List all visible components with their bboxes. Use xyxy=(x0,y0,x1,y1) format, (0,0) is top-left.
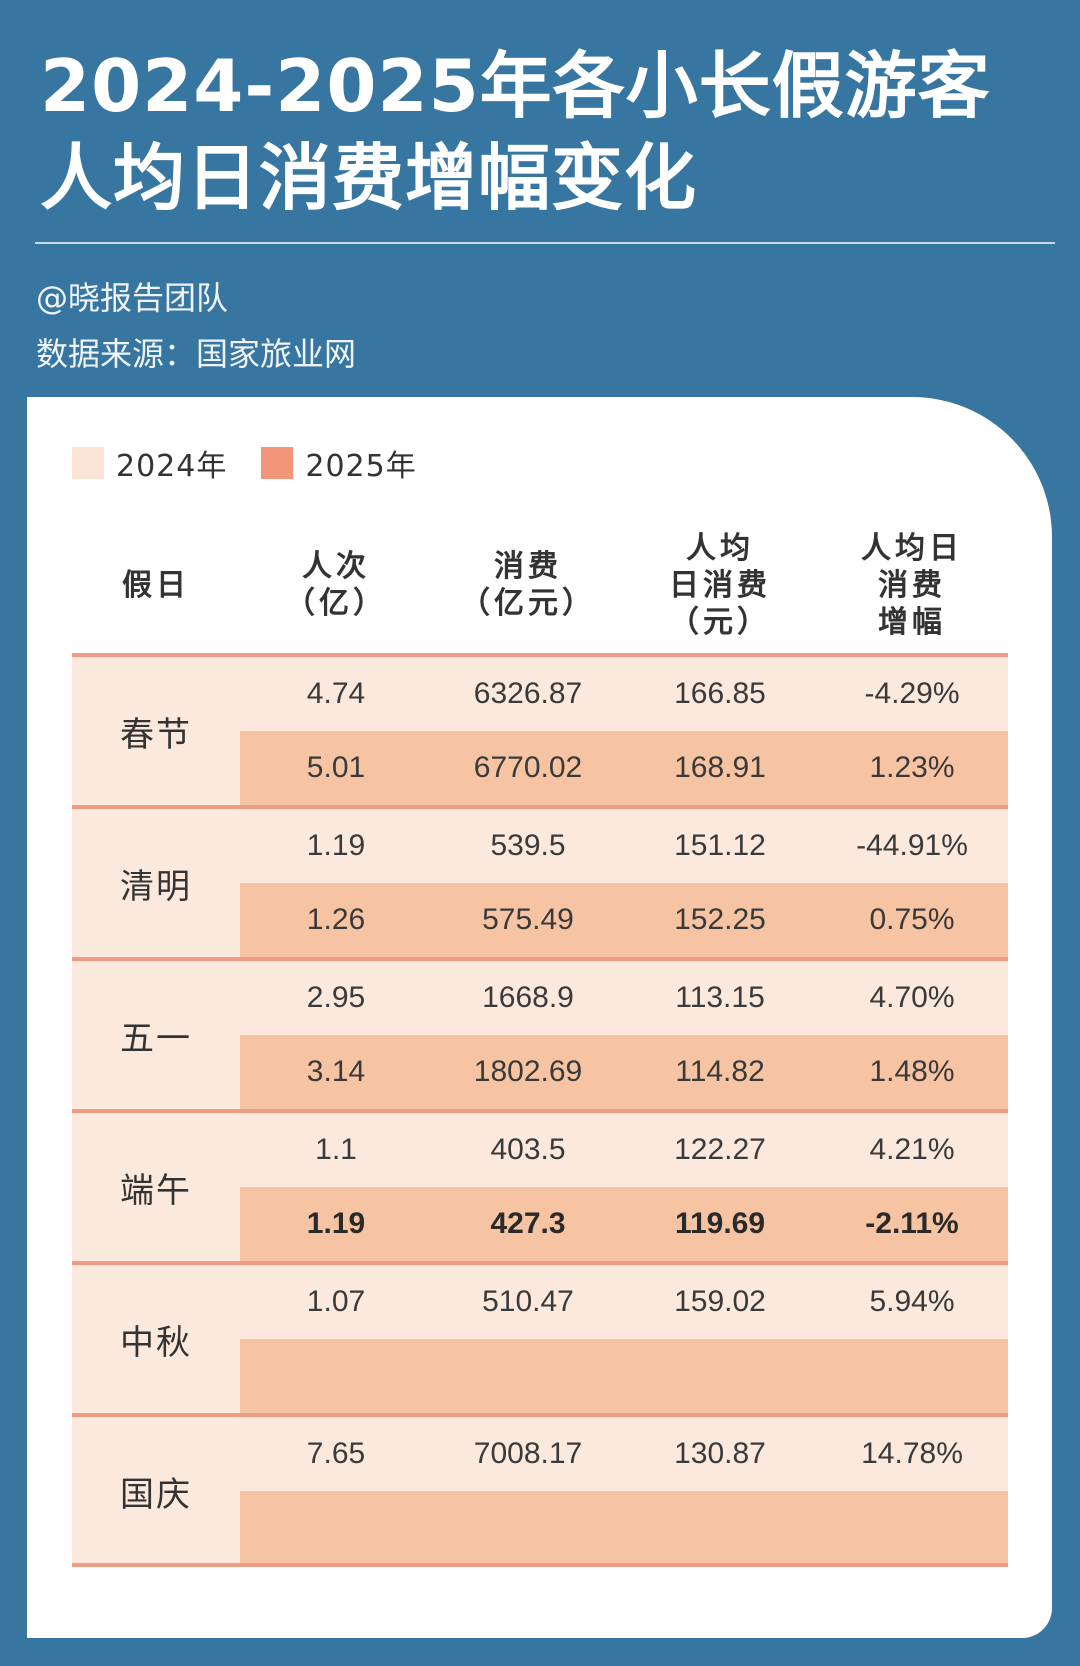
row-divider xyxy=(72,1413,1008,1417)
cell-daily-spending xyxy=(624,1339,816,1413)
page-title: 2024-2025年各小长假游客 人均日消费增幅变化 xyxy=(40,40,1050,224)
row-divider xyxy=(72,1109,1008,1113)
cell-trips: 1.19 xyxy=(306,829,366,862)
row-divider xyxy=(72,805,1008,809)
legend-label-2024: 2024年 xyxy=(116,449,228,484)
row-divider xyxy=(72,1261,1008,1265)
legend: 2024年 2025年 xyxy=(72,441,451,485)
holiday-group: 五一 2.95 1668.9 113.15 4.70% 3.14 1802.69 114.82… xyxy=(72,957,1008,1109)
cell-daily-spending: 130.87 xyxy=(674,1437,766,1470)
cell-growth xyxy=(816,1491,1008,1565)
cell-trips: 5.01 xyxy=(306,751,366,784)
cell-daily-spending: 114.82 xyxy=(675,1055,765,1088)
cell-daily-spending: 151.12 xyxy=(674,829,766,862)
cell-spending xyxy=(432,1339,624,1413)
holiday-label: 端午 xyxy=(120,1170,192,1211)
holiday-group: 春节 4.74 6326.87 166.85 -4.29% 5.01 6770.02 168.… xyxy=(72,653,1008,805)
cell-spending: 7008.17 xyxy=(473,1437,583,1470)
holiday-group: 清明 1.19 539.5 151.12 -44.91% 1.26 575.49 152.25… xyxy=(72,805,1008,957)
holiday-cell xyxy=(72,1265,240,1413)
data-source: 数据来源：国家旅业网 xyxy=(36,335,357,373)
cell-spending: 1802.69 xyxy=(473,1055,583,1088)
table-row xyxy=(240,883,1008,957)
legend-item-2024: 2024年 xyxy=(72,441,227,485)
cell-trips: 2.95 xyxy=(306,981,366,1014)
legend-item-2025: 2025年 xyxy=(261,441,416,485)
title-line-1: 2024-2025年各小长假游客 xyxy=(40,44,991,128)
cell-trips xyxy=(240,1491,432,1565)
cell-daily-spending: 159.02 xyxy=(674,1285,766,1318)
cell-growth: 4.21% xyxy=(869,1133,955,1166)
cell-daily-spending: 119.69 xyxy=(674,1207,766,1240)
cell-spending xyxy=(432,1491,624,1565)
cell-trips xyxy=(240,1339,432,1413)
holiday-label: 国庆 xyxy=(120,1474,192,1515)
holiday-label: 春节 xyxy=(120,714,192,755)
row-divider xyxy=(72,653,1008,657)
cell-growth: 4.70% xyxy=(869,981,955,1014)
holiday-cell xyxy=(72,657,240,805)
cell-growth: 1.23% xyxy=(869,751,955,784)
legend-label-2025: 2025年 xyxy=(305,449,417,484)
cell-spending: 1668.9 xyxy=(482,981,574,1014)
holiday-cell xyxy=(72,809,240,957)
cell-spending: 427.3 xyxy=(490,1207,566,1240)
cell-growth: 1.48% xyxy=(869,1055,955,1088)
cell-spending: 6770.02 xyxy=(473,751,583,784)
cell-daily-spending xyxy=(624,1491,816,1565)
holiday-label: 中秋 xyxy=(120,1322,192,1363)
column-header-growth: 人均日 消费 增幅 xyxy=(861,530,963,640)
holiday-cell xyxy=(72,961,240,1109)
table-row xyxy=(240,1187,1008,1261)
cell-daily-spending: 168.91 xyxy=(674,751,766,784)
cell-growth: -2.11% xyxy=(865,1207,959,1240)
cell-daily-spending: 166.85 xyxy=(674,677,766,710)
holiday-group: 端午 1.1 403.5 122.27 4.21% 1.19 427.3 119.69 -2.1… xyxy=(72,1109,1008,1261)
legend-swatch-2024 xyxy=(72,447,104,479)
cell-spending: 403.5 xyxy=(490,1133,566,1166)
title-line-2: 人均日消费增幅变化 xyxy=(40,136,698,220)
cell-daily-spending: 122.27 xyxy=(674,1133,766,1166)
cell-trips: 3.14 xyxy=(306,1055,366,1088)
cell-trips: 1.19 xyxy=(306,1207,366,1240)
cell-trips: 1.1 xyxy=(315,1133,357,1166)
cell-growth: 0.75% xyxy=(869,903,955,936)
holiday-cell xyxy=(72,1113,240,1261)
cell-growth: -4.29% xyxy=(864,677,960,710)
column-header-trips: 人次 （亿） xyxy=(285,549,387,621)
cell-daily-spending: 113.15 xyxy=(675,981,765,1014)
cell-growth: -44.91% xyxy=(856,829,968,862)
cell-trips: 7.65 xyxy=(306,1437,366,1470)
table-row xyxy=(240,731,1008,805)
cell-growth: 14.78% xyxy=(861,1437,963,1470)
cell-trips: 1.07 xyxy=(306,1285,366,1318)
cell-daily-spending: 152.25 xyxy=(674,903,766,936)
holiday-group: 国庆 7.65 7008.17 130.87 14.78% xyxy=(72,1413,1008,1565)
cell-spending: 539.5 xyxy=(490,829,566,862)
cell-spending: 510.47 xyxy=(482,1285,574,1318)
column-header-daily-spending: 人均 日消费 （元） xyxy=(669,530,771,640)
column-header-spending: 消费 （亿元） xyxy=(460,549,596,621)
legend-swatch-2025 xyxy=(261,447,294,479)
holiday-cell xyxy=(72,1417,240,1565)
table-bottom-border xyxy=(72,1563,1008,1567)
table-header: 假日 人次 （亿） 消费 （亿元） 人均 日消费 （元） 人均日 消费 增幅 xyxy=(72,520,1008,650)
cell-spending: 575.49 xyxy=(482,903,574,936)
cell-trips: 4.74 xyxy=(306,677,366,710)
row-divider xyxy=(72,957,1008,961)
table-row xyxy=(240,1035,1008,1109)
table-row xyxy=(240,1339,1008,1413)
holiday-label: 五一 xyxy=(120,1018,192,1059)
cell-growth xyxy=(816,1339,1008,1413)
table-row xyxy=(240,1491,1008,1565)
title-divider xyxy=(35,242,1055,244)
column-header-holiday: 假日 xyxy=(122,567,190,603)
cell-spending: 6326.87 xyxy=(473,677,583,710)
holiday-label: 清明 xyxy=(120,866,192,907)
holiday-group: 中秋 1.07 510.47 159.02 5.94% xyxy=(72,1261,1008,1413)
author-credit: @晓报告团队 xyxy=(36,279,229,317)
cell-growth: 5.94% xyxy=(869,1285,955,1318)
cell-trips: 1.26 xyxy=(306,903,366,936)
